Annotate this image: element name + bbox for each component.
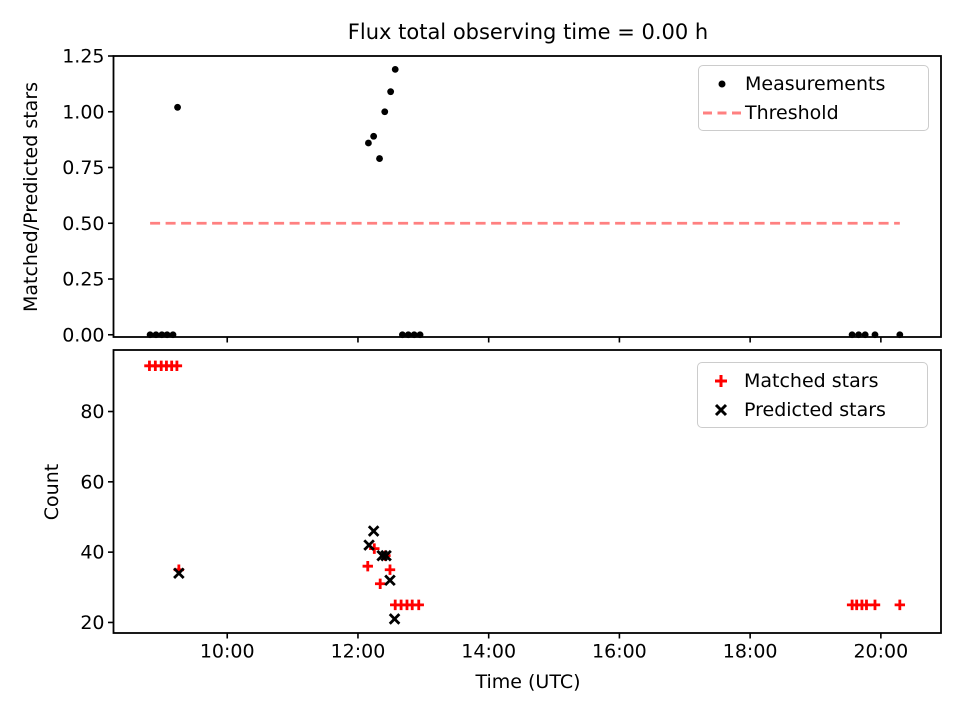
legend-label-measurements: Measurements <box>745 72 886 95</box>
predicted-star-marker <box>380 549 392 562</box>
legend-row-measurements: Measurements <box>699 69 928 98</box>
matched-star-marker <box>374 578 386 589</box>
legend-row-matched: Matched stars <box>698 366 927 395</box>
measurement-point <box>174 103 181 111</box>
predicted-star-marker <box>388 613 401 625</box>
measurement-point <box>410 331 418 339</box>
threshold-dash-icon <box>699 106 745 120</box>
measurement-point <box>376 155 383 162</box>
axes-frame <box>112 55 942 338</box>
x-tick-label: 14:00 <box>461 641 516 663</box>
measurement-point <box>370 132 378 140</box>
measurement-point <box>855 331 863 339</box>
measurement-point <box>152 331 160 339</box>
top-y-axis-label: Matched/Predicted stars <box>20 81 42 313</box>
matched-star-marker <box>413 599 424 611</box>
y-tick-label: 1.25 <box>62 46 104 68</box>
matched-plus-icon <box>698 373 744 389</box>
matched-star-marker <box>171 360 183 372</box>
measurement-point <box>387 88 395 96</box>
matched-star-marker <box>384 564 396 575</box>
measurement-point <box>391 65 399 73</box>
legend-label-threshold: Threshold <box>745 101 839 124</box>
y-tick-label: 60 <box>80 471 104 493</box>
measurement-point <box>163 331 171 339</box>
predicted-star-marker <box>367 525 380 537</box>
x-tick-label: 16:00 <box>592 641 647 663</box>
axes-frame <box>112 349 942 634</box>
predicted-star-marker <box>376 549 388 562</box>
matched-star-marker <box>362 561 373 572</box>
measurement-point <box>146 331 154 339</box>
legend-label-predicted: Predicted stars <box>744 398 886 421</box>
y-tick-label: 1.00 <box>62 101 104 123</box>
measurement-point <box>158 331 166 339</box>
y-tick-label: 0.25 <box>62 269 104 291</box>
measurement-point <box>896 331 904 339</box>
measurement-point <box>169 331 177 339</box>
y-tick-label: 0.75 <box>62 157 104 179</box>
y-tick-label: 0.00 <box>62 324 104 346</box>
measurement-point <box>848 331 856 339</box>
measurement-point <box>399 331 406 339</box>
y-tick-label: 20 <box>80 612 104 634</box>
x-tick-label: 12:00 <box>331 641 386 663</box>
x-tick-label: 10:00 <box>200 641 255 663</box>
measurements-dot-icon <box>699 77 745 91</box>
x-tick-label: 18:00 <box>723 641 778 663</box>
x-axis-label: Time (UTC) <box>475 671 581 693</box>
matched-star-marker <box>894 599 906 611</box>
measurement-point <box>365 139 372 147</box>
bottom-legend: Matched stars Predicted stars <box>697 362 928 428</box>
predicted-star-marker <box>384 574 396 587</box>
predicted-x-icon <box>698 402 744 418</box>
measurement-point <box>404 331 412 339</box>
predicted-star-marker <box>363 539 375 551</box>
measurement-point <box>381 108 389 116</box>
chart-title: Flux total observing time = 0.00 h <box>347 20 709 44</box>
matched-star-marker <box>869 599 881 611</box>
measurement-point <box>861 331 869 339</box>
legend-row-threshold: Threshold <box>699 98 928 127</box>
legend-label-matched: Matched stars <box>744 369 879 392</box>
legend-row-predicted: Predicted stars <box>698 395 927 424</box>
top-legend: Measurements Threshold <box>698 65 929 131</box>
y-tick-label: 80 <box>80 401 104 423</box>
measurement-point <box>416 331 424 339</box>
measurement-point <box>871 331 879 339</box>
y-tick-label: 40 <box>80 542 104 564</box>
x-tick-label: 20:00 <box>853 641 908 663</box>
bottom-y-axis-label: Count <box>41 463 63 521</box>
predicted-star-marker <box>173 567 185 580</box>
y-tick-label: 0.50 <box>62 213 104 235</box>
